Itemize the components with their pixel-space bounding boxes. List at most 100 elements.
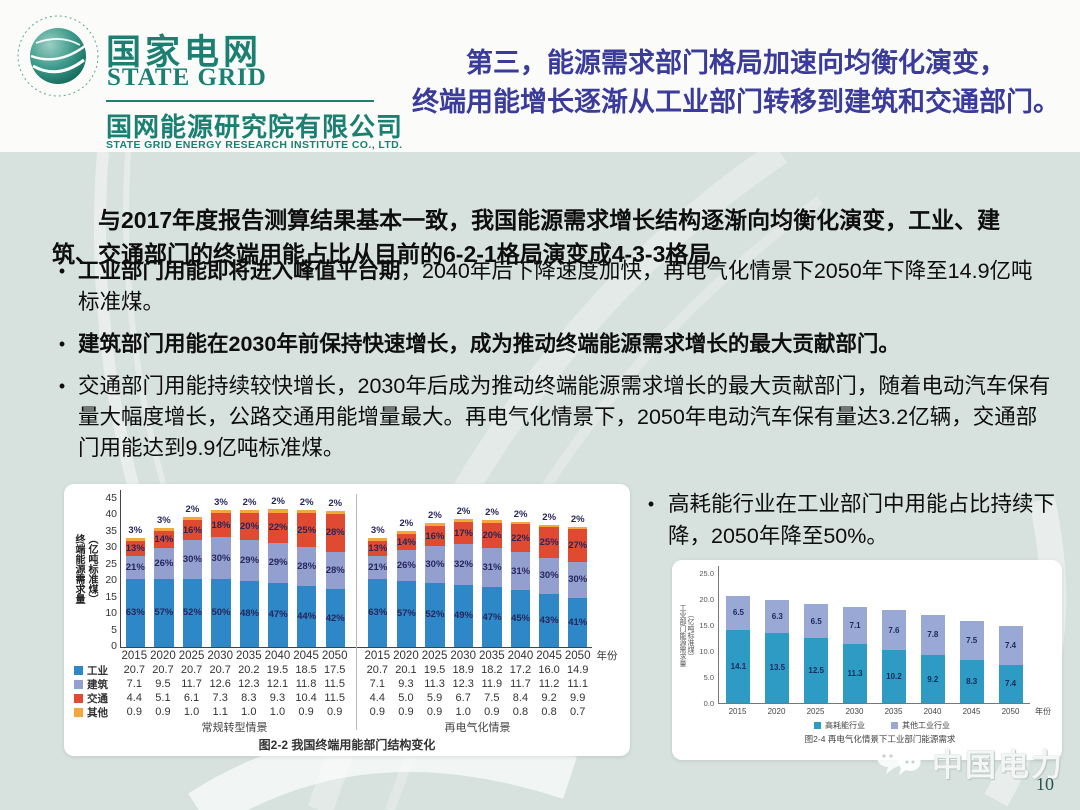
table-value: 5.9 xyxy=(426,692,443,704)
bullet-item-high-energy-industry: • 高耗能行业在工业部门中用能占比持续下降，2050年降至50%。 xyxy=(634,488,1070,552)
x-tick-label: 2030 xyxy=(450,649,476,662)
x-tick-cells: 2015 2020 2025 2030 2035 2040 2045 2050 xyxy=(718,707,1030,716)
table-value: 11.7 xyxy=(181,678,202,690)
bar-segment: 63% xyxy=(125,578,145,647)
slide-title-line2: 终端用能增长逐渐从工业部门转移到建筑和交通部门。 xyxy=(412,87,1060,117)
table-value: 0.9 xyxy=(155,706,171,718)
other-pct-label: 2% xyxy=(299,497,314,509)
x-tick-label: 2040 xyxy=(507,649,534,662)
table-value: 20.2 xyxy=(238,664,260,676)
table-value: 0.8 xyxy=(541,706,557,718)
table-value: 5.1 xyxy=(155,692,171,704)
y-tick-label: 40 xyxy=(105,508,117,521)
y-axis-ticks: 0.0 5.0 10.0 15.0 20.0 25.0 xyxy=(694,566,718,708)
y-tick-label: 45 xyxy=(105,492,117,504)
bar-column: 6.5 12.5 xyxy=(797,566,836,703)
panel-divider-line xyxy=(356,494,357,730)
bullet-list: • 工业部门用能即将进入峰值平台期，2040年后下降速度加快，再电气化情景下20… xyxy=(46,256,1054,475)
y-tick-label: 20.0 xyxy=(699,595,714,604)
bar-segment xyxy=(368,538,388,542)
bar-segment: 7.1 xyxy=(843,607,868,645)
bar-segment: 43% xyxy=(539,594,559,647)
table-value: 12.3 xyxy=(452,678,474,690)
y-tick-label: 25.0 xyxy=(699,569,714,578)
bar-segment: 6.5 xyxy=(804,604,829,638)
bar-column: 7.4 7.4 xyxy=(991,566,1030,703)
scenario-label: 再电气化情景 xyxy=(444,721,511,734)
legend-label: 其他工业行业 xyxy=(902,720,950,730)
bar-segment: 44% xyxy=(296,586,317,647)
x-tick-label: 2045 xyxy=(962,706,981,716)
bar-segment xyxy=(268,509,288,513)
table-value: 0.9 xyxy=(398,706,414,718)
bar-column: 2% 25% 28% 44% xyxy=(292,490,321,647)
value-cells: 0.9 0.9 0.9 1.0 0.9 0.8 0.8 0.7 xyxy=(363,706,592,718)
other-pct-label: 3% xyxy=(370,525,385,537)
table-value: 9.3 xyxy=(398,678,414,690)
table-value: 20.7 xyxy=(209,664,231,676)
y-axis-label-line: （亿吨标准煤） xyxy=(687,610,694,660)
y-tick-label: 25 xyxy=(105,557,117,570)
chart-2-4-body: 工业部门能源需求量 （亿吨标准煤） 0.0 5.0 10.0 15.0 20.0 25.0 6.… xyxy=(678,566,1056,732)
bar-segment: 21% xyxy=(368,555,388,579)
legend-swatch xyxy=(74,665,83,675)
y-tick-label: 15 xyxy=(105,590,117,603)
table-value: 11.7 xyxy=(510,678,531,690)
table-value: 1.0 xyxy=(241,706,257,718)
bar-column: 2% 27% 30% 41% xyxy=(563,490,592,647)
y-tick-label: 0 xyxy=(111,640,117,652)
bar-segment: 29% xyxy=(239,540,260,581)
table-value: 20.7 xyxy=(366,664,389,676)
x-tick-label: 2040 xyxy=(264,649,291,662)
institute-en-name: STATE GRID ENERGY RESEARCH INSTITUTE CO.… xyxy=(106,139,403,151)
bar-column: 7.5 8.3 xyxy=(952,566,991,703)
bar-segment: 30% xyxy=(211,537,231,579)
scenario-row: 常规转型情景 再电气化情景 xyxy=(72,719,622,734)
table-value: 17.5 xyxy=(323,664,346,676)
table-value: 0.9 xyxy=(298,706,314,718)
bar-segment: 48% xyxy=(239,580,260,647)
x-tick-label: 2025 xyxy=(421,649,448,662)
data-table-row: 建筑 7.1 9.5 11.7 12.6 12.3 12.1 11.8 11.5 7.1 9.3 11… xyxy=(72,677,622,691)
legend-swatch xyxy=(74,693,83,703)
x-tick-label: 2020 xyxy=(393,649,419,662)
x-tick-label: 2035 xyxy=(884,706,903,716)
bar-column: 2% 20% 31% 47% xyxy=(478,490,507,647)
bar-segment xyxy=(568,526,588,529)
x-tick-label: 2025 xyxy=(806,706,825,716)
bar-column: 2% 25% 30% 43% xyxy=(535,490,564,647)
table-value: 20.7 xyxy=(180,664,203,676)
table-value: 1.1 xyxy=(212,706,228,718)
bullet-item-building: • 建筑部门用能在2030年前保持快速增长，成为推动终端能源需求增长的最大贡献部… xyxy=(46,329,1054,360)
bar-column: 3% 18% 30% 50% xyxy=(207,490,236,647)
bar-segment xyxy=(510,521,531,525)
other-pct-label: 2% xyxy=(570,513,585,525)
table-value: 4.4 xyxy=(126,692,142,704)
plot-row: 终端能源需求量 （亿吨标准煤） 0 5 10 15 20 25 30 35 40 45 3% 13% 21%… xyxy=(72,490,622,652)
bar-segment: 13.5 xyxy=(765,632,790,703)
y-axis-label-line: 终端能源需求量 xyxy=(73,534,84,604)
bar-column: 6.5 14.1 xyxy=(719,566,758,703)
bar-segment: 29% xyxy=(268,543,288,583)
bar-segment xyxy=(239,509,260,513)
table-value: 19.5 xyxy=(423,664,446,676)
bar-segment: 14% xyxy=(154,530,174,548)
state-grid-logo-block: 国家电网 STATE GRID 国网能源研究院有限公司 STATE GRID E… xyxy=(14,8,404,151)
bar-segment xyxy=(396,530,417,534)
bar-segment: 25% xyxy=(296,513,317,548)
table-value: 8.3 xyxy=(241,692,257,704)
table-value: 8.4 xyxy=(512,692,529,704)
table-value: 1.0 xyxy=(269,706,286,718)
chart-2-4-caption: 图2-4 再电气化情景下工业部门能源需求 xyxy=(804,734,956,744)
bar-segment xyxy=(154,527,174,531)
bar-segment: 57% xyxy=(154,578,174,647)
legend-item: 其他工业行业 xyxy=(891,720,950,731)
table-value: 6.1 xyxy=(183,692,200,704)
bullet-icon: • xyxy=(58,334,66,354)
bullet-text: 高耗能行业在工业部门中用能占比持续下降，2050年降至50%。 xyxy=(668,492,1056,548)
institute-cn-name: 国网能源研究院有限公司 xyxy=(106,112,404,142)
table-value: 5.0 xyxy=(398,692,414,704)
bar-segment: 32% xyxy=(453,544,474,585)
bar-segment: 8.3 xyxy=(959,659,984,703)
